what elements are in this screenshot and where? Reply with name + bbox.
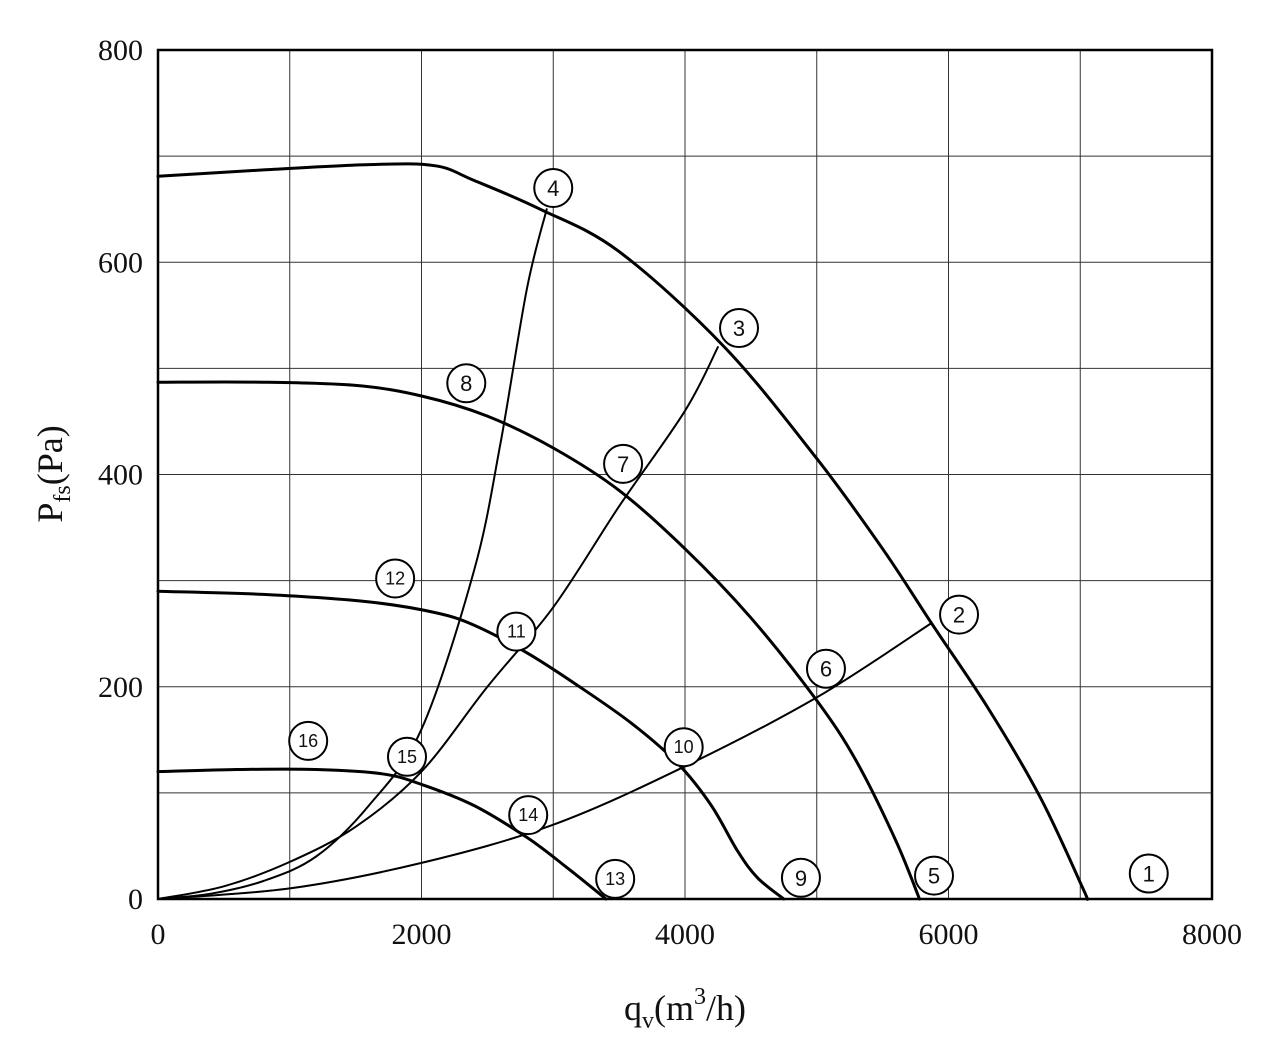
x-tick-label: 4000 — [655, 918, 715, 951]
marker-label: 2 — [953, 603, 965, 628]
marker-circle — [595, 858, 636, 899]
curve-marker-7: 7 — [603, 443, 644, 484]
marker-label: 1 — [1143, 862, 1155, 887]
curve-marker-11: 11 — [496, 611, 537, 652]
curve-marker-14: 14 — [508, 795, 549, 836]
marker-label: 13 — [605, 869, 625, 889]
marker-circle — [780, 857, 821, 898]
x-axis-title: qv(m3/h) — [624, 984, 746, 1034]
y-tick-label: 0 — [128, 883, 143, 916]
grid — [158, 50, 1212, 899]
curve-marker-16: 16 — [288, 720, 329, 761]
marker-label: 7 — [617, 452, 629, 477]
curve-marker-13: 13 — [595, 858, 636, 899]
curve-marker-9: 9 — [780, 857, 821, 898]
tick-labels: 0 2000 4000 6000 8000 0 200 400 600 800 — [98, 34, 1242, 951]
marker-circle — [805, 648, 846, 689]
system-curve-b — [157, 346, 719, 900]
curve-marker-8: 8 — [446, 363, 487, 404]
marker-label: 5 — [928, 864, 940, 889]
marker-circle — [914, 855, 955, 896]
y-axis-title: Pfs(Pa) — [30, 425, 76, 522]
marker-circle — [939, 594, 980, 635]
curve-marker-1: 1 — [1128, 853, 1169, 894]
fan-curve-2 — [156, 380, 921, 901]
marker-label: 3 — [733, 316, 745, 341]
marker-circle — [533, 167, 574, 208]
marker-circle — [446, 363, 487, 404]
x-tick-label: 8000 — [1182, 918, 1242, 951]
y-tick-label: 800 — [98, 34, 143, 67]
marker-circle — [663, 727, 704, 768]
marker-label: 9 — [795, 866, 807, 891]
marker-circle — [719, 308, 760, 349]
marker-circle — [1128, 853, 1169, 894]
system-curve-a — [157, 208, 548, 900]
x-tick-label: 0 — [151, 918, 166, 951]
y-tick-label: 200 — [98, 671, 143, 704]
y-tick-label: 400 — [98, 459, 143, 492]
curve-marker-12: 12 — [375, 558, 416, 599]
fan-curve-3 — [156, 589, 786, 901]
marker-circle — [603, 443, 644, 484]
marker-circle — [387, 736, 428, 777]
marker-label: 16 — [298, 731, 318, 751]
marker-label: 15 — [397, 747, 417, 767]
marker-label: 6 — [820, 657, 832, 682]
fan-curve-max — [156, 162, 1090, 901]
marker-label: 12 — [385, 569, 405, 589]
marker-circle — [508, 795, 549, 836]
curve-marker-10: 10 — [663, 727, 704, 768]
marker-label: 14 — [518, 805, 538, 825]
y-tick-label: 600 — [98, 246, 143, 279]
x-tick-label: 6000 — [919, 918, 979, 951]
curve-marker-15: 15 — [387, 736, 428, 777]
fan-curve-4 — [156, 767, 608, 901]
curve-marker-5: 5 — [914, 855, 955, 896]
marker-circle — [288, 720, 329, 761]
marker-label: 10 — [674, 737, 694, 757]
curve-marker-2: 2 — [939, 594, 980, 635]
marker-label: 11 — [507, 622, 526, 642]
x-tick-label: 2000 — [392, 918, 452, 951]
marker-circle — [496, 611, 537, 652]
curve-marker-4: 4 — [533, 167, 574, 208]
marker-circle — [375, 558, 416, 599]
plot-frame — [156, 48, 1214, 901]
marker-label: 4 — [547, 176, 559, 201]
curves — [156, 162, 1090, 901]
curve-marker-6: 6 — [805, 648, 846, 689]
curve-marker-3: 3 — [719, 308, 760, 349]
marker-label: 8 — [460, 371, 472, 396]
system-curve-c — [157, 622, 933, 900]
